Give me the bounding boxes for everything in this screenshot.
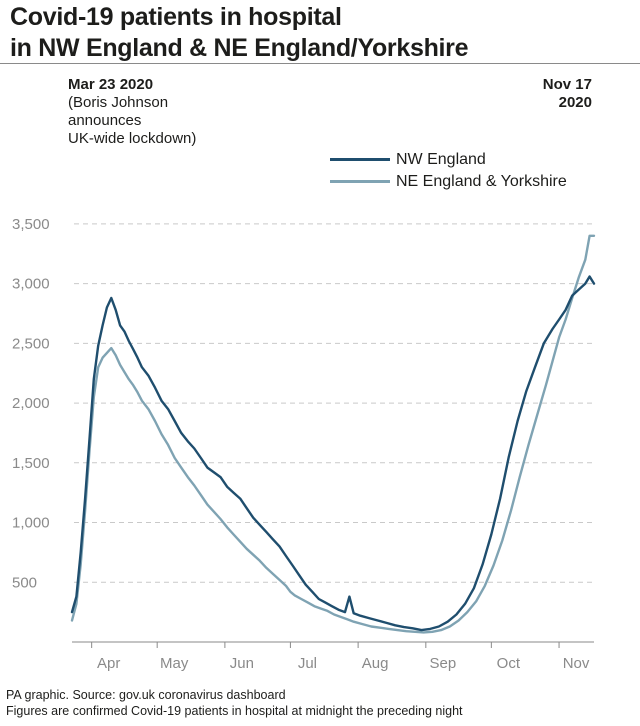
y-tick-label-3000: 3,000 — [12, 276, 50, 293]
source-note: PA graphic. Source: gov.uk coronavirus d… — [6, 688, 286, 702]
y-tick-label-1500: 1,500 — [12, 455, 50, 472]
title-divider — [0, 63, 640, 64]
x-tick-label-sep: Sep — [429, 655, 456, 672]
legend-label-nw: NW England — [396, 150, 486, 168]
x-tick-label-may: May — [160, 655, 189, 672]
x-tick-label-oct: Oct — [497, 655, 521, 672]
end-annotation: Nov 17 2020 — [543, 76, 592, 112]
chart-title: Covid-19 patients in hospital in NW Engl… — [10, 2, 630, 64]
x-tick-label-nov: Nov — [563, 655, 590, 672]
figures-note: Figures are confirmed Covid-19 patients … — [6, 704, 463, 718]
y-tick-label-3500: 3,500 — [12, 216, 50, 233]
start-note-line-2: announces — [68, 112, 142, 129]
legend-swatch-nw — [330, 157, 390, 161]
y-tick-label-1000: 1,000 — [12, 515, 50, 532]
x-tick-label-jun: Jun — [230, 655, 254, 672]
legend-label-ne: NE England & Yorkshire — [396, 172, 567, 190]
chart-title-line-1: Covid-19 patients in hospital — [10, 3, 342, 31]
end-date-line-1: Nov 17 — [542, 76, 592, 93]
y-tick-label-2500: 2,500 — [12, 335, 50, 352]
start-note-line-3: UK-wide lockdown) — [68, 130, 197, 147]
series-line-nw-england — [70, 275, 596, 632]
series-line-ne-england-yorkshire — [70, 234, 596, 634]
end-date-line-2: 2020 — [558, 94, 592, 111]
x-tick-label-jul: Jul — [298, 655, 317, 672]
legend-item-nw: NW England — [330, 148, 567, 170]
start-date-label: Mar 23 2020 — [68, 76, 154, 93]
start-note-line-1: (Boris Johnson — [68, 94, 169, 111]
x-tick-label-apr: Apr — [97, 655, 120, 672]
legend-swatch-ne — [330, 179, 390, 183]
y-tick-label-2000: 2,000 — [12, 395, 50, 412]
x-tick-label-aug: Aug — [362, 655, 389, 672]
legend-item-ne: NE England & Yorkshire — [330, 170, 567, 192]
footer: PA graphic. Source: gov.uk coronavirus d… — [6, 687, 463, 719]
legend: NW England NE England & Yorkshire — [330, 148, 567, 192]
start-annotation: Mar 23 2020 (Boris Johnson announces UK-… — [68, 76, 196, 148]
y-tick-label-500: 500 — [12, 574, 37, 591]
chart-title-line-2: in NW England & NE England/Yorkshire — [10, 34, 469, 62]
